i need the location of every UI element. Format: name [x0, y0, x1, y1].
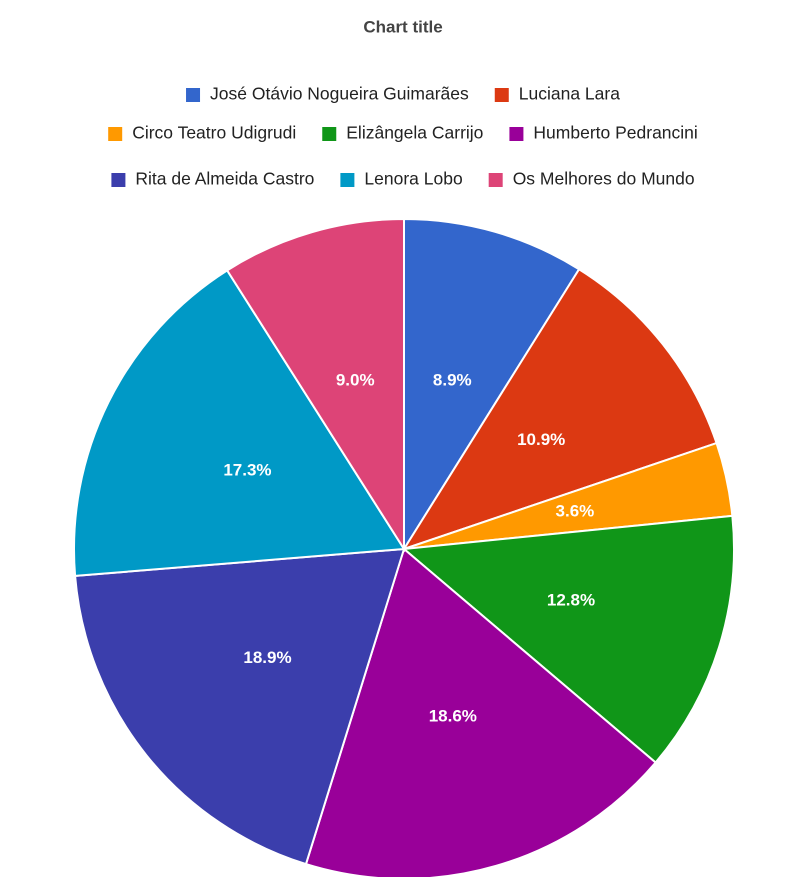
data-label: 18.6%	[429, 706, 477, 725]
legend-swatch	[322, 127, 337, 141]
data-label: 17.3%	[223, 461, 271, 480]
pie-slice	[74, 547, 406, 866]
data-label: 12.8%	[547, 590, 595, 609]
legend-row: José Otávio Nogueira Guimarães Luciana La…	[186, 84, 620, 104]
data-label: 3.6%	[556, 501, 595, 520]
legend-label: José Otávio Nogueira Guimarães	[210, 84, 469, 104]
legend-swatch	[509, 127, 524, 141]
legend-label: Elizângela Carrijo	[346, 123, 483, 143]
legend-label: Lenora Lobo	[364, 169, 462, 189]
legend-label: Humberto Pedrancini	[533, 123, 697, 143]
pie-slice	[304, 547, 658, 877]
pie-slice	[401, 267, 718, 551]
legend-swatch	[340, 173, 355, 187]
legend-swatch	[186, 88, 201, 102]
legend-label: Luciana Lara	[519, 84, 620, 104]
legend-label: Circo Teatro Udigrudi	[132, 123, 296, 143]
data-label: 18.9%	[243, 648, 291, 667]
data-label: 9.0%	[336, 371, 375, 390]
legend-swatch	[111, 173, 126, 187]
pie-slice	[401, 514, 735, 764]
chart-title: Chart title	[363, 17, 442, 36]
pie-slice	[73, 268, 406, 578]
data-label: 10.9%	[517, 430, 565, 449]
legend-swatch	[108, 127, 123, 141]
pie-slice	[225, 217, 405, 553]
legend-label: Os Melhores do Mundo	[513, 169, 695, 189]
legend-row: Circo Teatro Udigrudi Elizângela Carrijo H…	[108, 123, 698, 143]
legend-label: Rita de Almeida Castro	[135, 169, 314, 189]
pie-slice	[403, 217, 581, 553]
data-label: 8.9%	[433, 370, 472, 389]
legend-swatch	[488, 173, 503, 187]
legend-swatch	[494, 88, 509, 102]
legend-row: Rita de Almeida Castro Lenora Lobo Os Melh…	[111, 169, 695, 189]
